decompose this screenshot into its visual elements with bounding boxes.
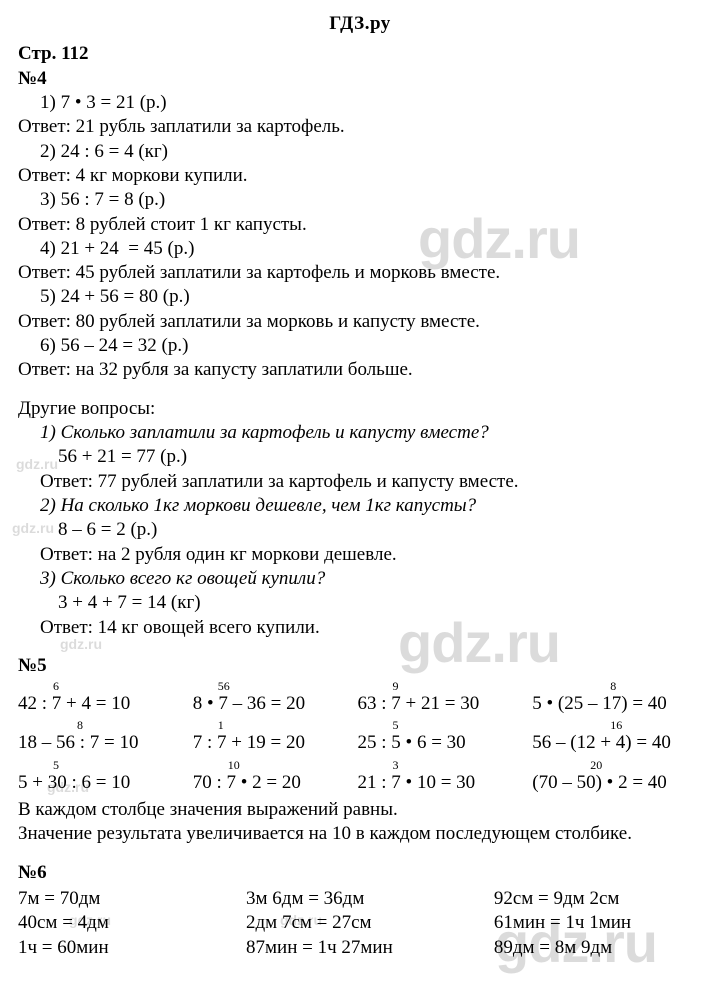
- task4-other-answer: Ответ: на 2 рубля один кг моркови дешевл…: [18, 543, 702, 567]
- task5-column: 568 • 7 – 36 = 2017 : 7 + 19 = 201070 : …: [193, 680, 358, 798]
- task4-answer: Ответ: 8 рублей стоит 1 кг капусты.: [18, 213, 702, 237]
- task5-expression: 21 : 7 • 10 = 30: [358, 771, 523, 795]
- task5-expression: 42 : 7 + 4 = 10: [18, 692, 183, 716]
- task5-cell: 525 : 5 • 6 = 30: [358, 719, 523, 755]
- task4-other-answer: Ответ: 14 кг овощей всего купили.: [18, 616, 702, 640]
- task5-cell: 321 : 7 • 10 = 30: [358, 759, 523, 795]
- task5-superscript: 8: [610, 679, 616, 694]
- task5-cell: 568 • 7 – 36 = 20: [193, 680, 348, 716]
- task5-column: 85 • (25 – 17) = 401656 – (12 + 4) = 402…: [532, 680, 702, 798]
- task5-expression: 70 : 7 • 2 = 20: [193, 771, 348, 795]
- task5-number: №5: [18, 654, 702, 678]
- task6-conversion: 2дм 7см = 27см: [246, 911, 494, 935]
- task5-expression: (70 – 50) • 2 = 40: [532, 771, 692, 795]
- task5-superscript: 3: [393, 758, 399, 773]
- page-content: ГДЗ.ру Стр. 112 №4 1) 7 • 3 = 21 (р.)Отв…: [0, 0, 720, 960]
- task5-note2: Значение результата увеличивается на 10 …: [18, 822, 702, 846]
- task4-calc: 3) 56 : 7 = 8 (р.): [18, 188, 702, 212]
- task5-cell: 17 : 7 + 19 = 20: [193, 719, 348, 755]
- task5-cell: 85 • (25 – 17) = 40: [532, 680, 692, 716]
- task5-note1: В каждом столбце значения выражений равн…: [18, 798, 702, 822]
- task4-answer: Ответ: 80 рублей заплатили за морковь и …: [18, 310, 702, 334]
- task4-other-calc: 56 + 21 = 77 (р.): [18, 445, 702, 469]
- task4-other-question: 1) Сколько заплатили за картофель и капу…: [18, 421, 702, 445]
- task5-cell: 642 : 7 + 4 = 10: [18, 680, 183, 716]
- task5-cell: 963 : 7 + 21 = 30: [358, 680, 523, 716]
- task4-calc: 5) 24 + 56 = 80 (р.): [18, 285, 702, 309]
- task6-column: 7м = 70дм40см = 4дм1ч = 60мин: [18, 887, 246, 960]
- task5-cell: 55 + 30 : 6 = 10: [18, 759, 183, 795]
- task6-column: 3м 6дм = 36дм2дм 7см = 27см87мин = 1ч 27…: [246, 887, 494, 960]
- task4-calc: 1) 7 • 3 = 21 (р.): [18, 91, 702, 115]
- task5-column: 642 : 7 + 4 = 10818 – 56 : 7 = 1055 + 30…: [18, 680, 193, 798]
- task4-items: 1) 7 • 3 = 21 (р.)Ответ: 21 рубль заплат…: [18, 91, 702, 383]
- task5-cell: 1656 – (12 + 4) = 40: [532, 719, 692, 755]
- task5-superscript: 20: [590, 758, 602, 773]
- task5-superscript: 10: [228, 758, 240, 773]
- task4-number: №4: [18, 67, 702, 91]
- task6-conversion: 89дм = 8м 9дм: [494, 936, 702, 960]
- task5-superscript: 1: [218, 718, 224, 733]
- task4-answer: Ответ: 21 рубль заплатили за картофель.: [18, 115, 702, 139]
- task5-superscript: 16: [610, 718, 622, 733]
- task5-expression: 18 – 56 : 7 = 10: [18, 731, 183, 755]
- task4-answer: Ответ: 45 рублей заплатили за картофель …: [18, 261, 702, 285]
- task5-expression: 56 – (12 + 4) = 40: [532, 731, 692, 755]
- task5-expression: 8 • 7 – 36 = 20: [193, 692, 348, 716]
- task4-other-label: Другие вопросы:: [18, 397, 702, 421]
- task4-other-calc: 3 + 4 + 7 = 14 (кг): [18, 591, 702, 615]
- task4-calc: 6) 56 – 24 = 32 (р.): [18, 334, 702, 358]
- task5-column: 963 : 7 + 21 = 30525 : 5 • 6 = 30321 : 7…: [358, 680, 533, 798]
- task5-superscript: 5: [393, 718, 399, 733]
- task6-conversion: 87мин = 1ч 27мин: [246, 936, 494, 960]
- page-number: Стр. 112: [18, 42, 702, 66]
- task4-other-question: 2) На сколько 1кг моркови дешевле, чем 1…: [18, 494, 702, 518]
- task4-answer: Ответ: 4 кг моркови купили.: [18, 164, 702, 188]
- task4-others: 1) Сколько заплатили за картофель и капу…: [18, 421, 702, 640]
- task5-superscript: 5: [53, 758, 59, 773]
- task5-cell: 1070 : 7 • 2 = 20: [193, 759, 348, 795]
- task4-calc: 2) 24 : 6 = 4 (кг): [18, 140, 702, 164]
- task5-cell: 818 – 56 : 7 = 10: [18, 719, 183, 755]
- task4-other-answer: Ответ: 77 рублей заплатили за картофель …: [18, 470, 702, 494]
- task5-expression: 25 : 5 • 6 = 30: [358, 731, 523, 755]
- task6-conversion: 40см = 4дм: [18, 911, 246, 935]
- task5-expression: 5 • (25 – 17) = 40: [532, 692, 692, 716]
- site-header: ГДЗ.ру: [18, 12, 702, 36]
- task5-expression: 63 : 7 + 21 = 30: [358, 692, 523, 716]
- task4-other-question: 3) Сколько всего кг овощей купили?: [18, 567, 702, 591]
- task6-table: 7м = 70дм40см = 4дм1ч = 60мин3м 6дм = 36…: [18, 887, 702, 960]
- task5-table: 642 : 7 + 4 = 10818 – 56 : 7 = 1055 + 30…: [18, 680, 702, 798]
- task5-superscript: 6: [53, 679, 59, 694]
- task6-conversion: 61мин = 1ч 1мин: [494, 911, 702, 935]
- task5-superscript: 56: [218, 679, 230, 694]
- task6-conversion: 92см = 9дм 2см: [494, 887, 702, 911]
- task5-superscript: 8: [77, 718, 83, 733]
- task6-conversion: 7м = 70дм: [18, 887, 246, 911]
- task6-number: №6: [18, 861, 702, 885]
- task5-superscript: 9: [393, 679, 399, 694]
- task4-calc: 4) 21 + 24 = 45 (р.): [18, 237, 702, 261]
- task5-expression: 5 + 30 : 6 = 10: [18, 771, 183, 795]
- task5-cell: 20(70 – 50) • 2 = 40: [532, 759, 692, 795]
- task5-expression: 7 : 7 + 19 = 20: [193, 731, 348, 755]
- task6-conversion: 3м 6дм = 36дм: [246, 887, 494, 911]
- task6-column: 92см = 9дм 2см61мин = 1ч 1мин89дм = 8м 9…: [494, 887, 702, 960]
- task4-answer: Ответ: на 32 рубля за капусту заплатили …: [18, 358, 702, 382]
- task4-other-calc: 8 – 6 = 2 (р.): [18, 518, 702, 542]
- task6-conversion: 1ч = 60мин: [18, 936, 246, 960]
